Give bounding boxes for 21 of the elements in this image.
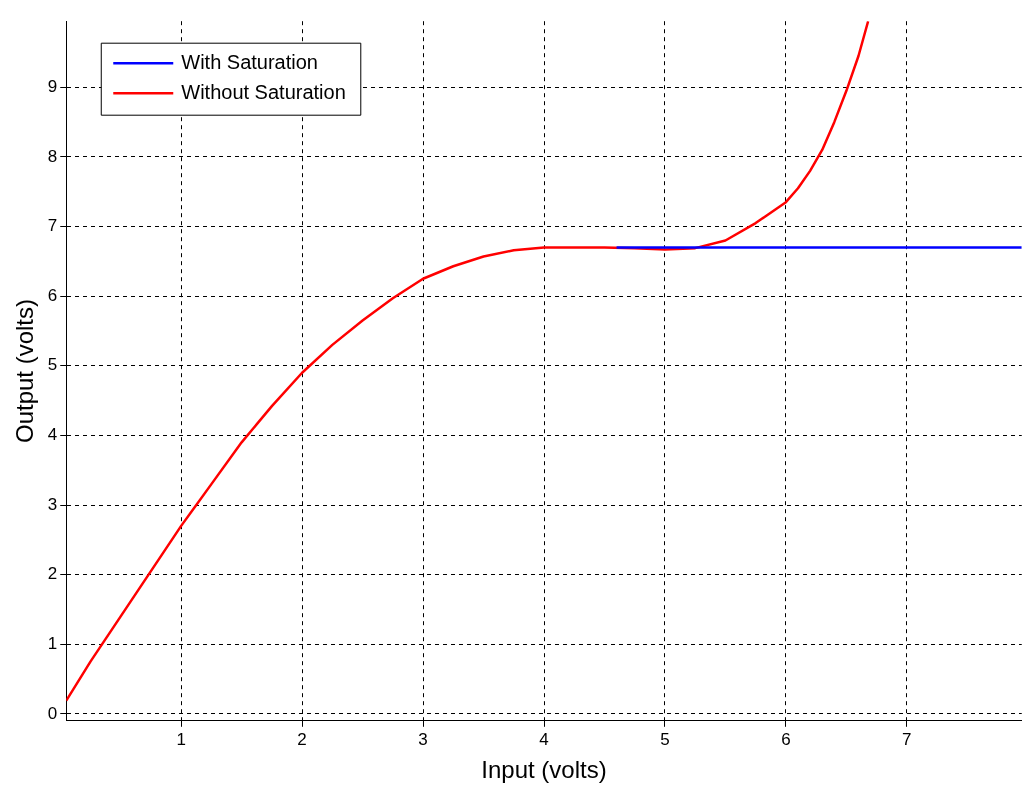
x-axis-title: Input (volts): [481, 756, 607, 784]
x-tick-label: 4: [539, 729, 549, 749]
x-tick-label: 5: [660, 729, 670, 749]
y-tick-label: 1: [47, 633, 58, 653]
y-tick-label: 0: [47, 703, 58, 723]
y-tick-label: 9: [47, 77, 58, 97]
y-tick-label: 2: [47, 564, 58, 584]
y-tick-label: 5: [47, 355, 58, 375]
y-tick-label: 4: [47, 425, 58, 445]
legend-label: With Saturation: [181, 50, 318, 73]
y-tick-label: 8: [47, 146, 58, 166]
x-tick-label: 6: [781, 729, 791, 749]
y-axis-title: Output (volts): [11, 298, 39, 444]
x-tick-label: 1: [176, 729, 186, 749]
x-tick-label: 2: [297, 729, 307, 749]
y-tick-label: 3: [47, 494, 58, 514]
x-tick-label: 7: [902, 729, 912, 749]
y-tick-label: 7: [47, 216, 58, 236]
legend-label: Without Saturation: [181, 80, 346, 103]
x-tick-label: 3: [418, 729, 428, 749]
y-tick-label: 6: [47, 285, 58, 305]
